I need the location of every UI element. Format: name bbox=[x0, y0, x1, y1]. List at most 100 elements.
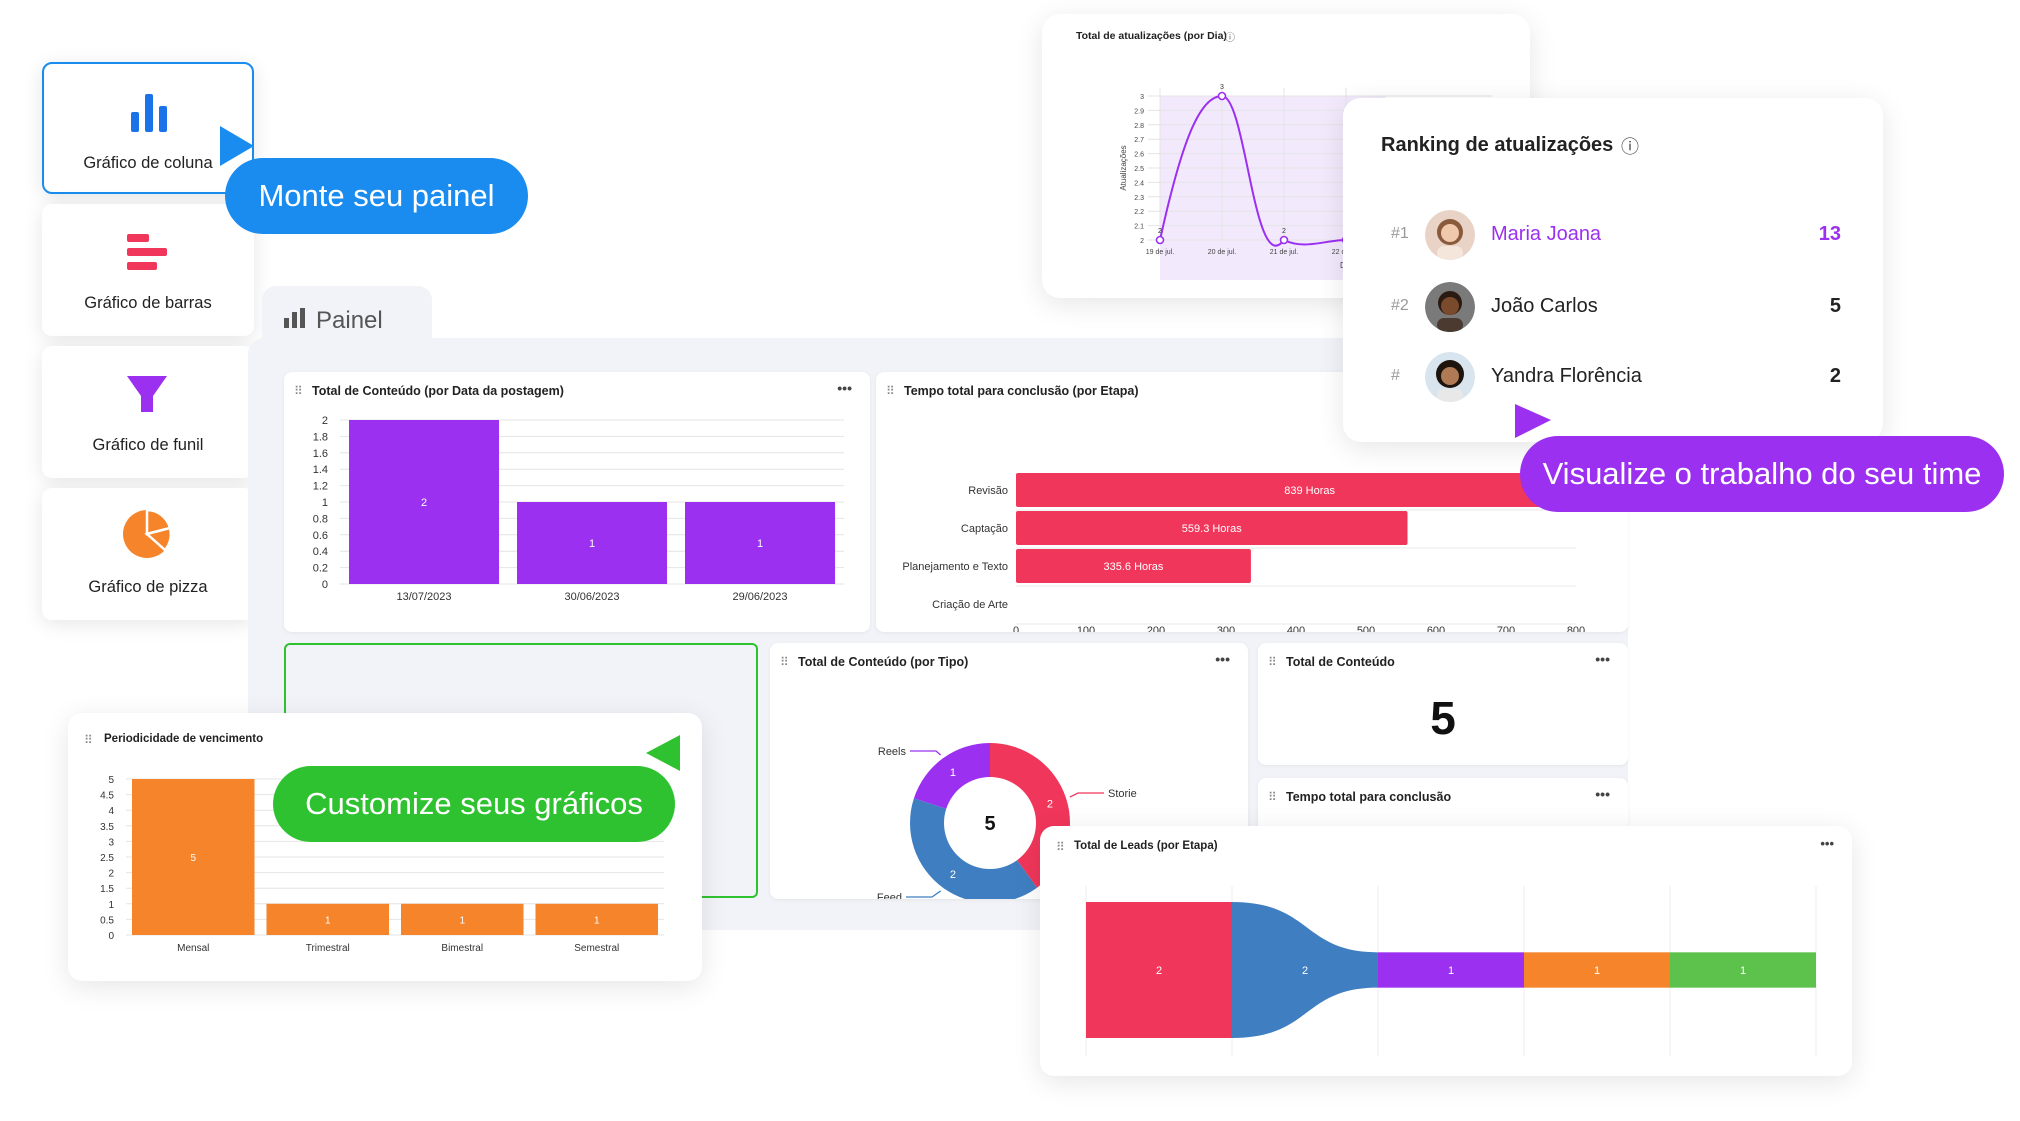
x-tick-label: 13/07/2023 bbox=[396, 591, 451, 603]
more-options-icon[interactable]: ••• bbox=[1215, 651, 1230, 667]
x-tick-label: 19 de jul. bbox=[1146, 249, 1174, 256]
y-tick-label: 2.5 bbox=[1134, 166, 1144, 173]
drag-handle-icon[interactable]: ⠿ bbox=[886, 384, 895, 398]
card-periodicidade[interactable]: ⠿ Periodicidade de vencimento 0 0.5 1 1.5 2 2… bbox=[68, 713, 702, 981]
drag-handle-icon[interactable]: ⠿ bbox=[780, 655, 789, 669]
y-tick-label: 2.4 bbox=[1134, 180, 1144, 187]
drag-handle-icon[interactable]: ⠿ bbox=[84, 733, 93, 747]
drag-handle-icon[interactable]: ⠿ bbox=[294, 384, 303, 398]
bar-data-label: 1 bbox=[594, 915, 600, 926]
rank-name: Yandra Florência bbox=[1491, 365, 1642, 387]
x-tick-label: 300 bbox=[1217, 625, 1235, 632]
chart-type-label: Gráfico de funil bbox=[92, 436, 204, 454]
ranking-row[interactable]: # Yandra Florência 2 bbox=[1391, 352, 1841, 402]
help-icon[interactable]: ⓘ bbox=[1621, 137, 1639, 157]
bar-data-label: 335.6 Horas bbox=[1103, 561, 1163, 573]
leader-line bbox=[910, 750, 942, 756]
more-options-icon[interactable]: ••• bbox=[837, 380, 852, 396]
drag-handle-icon[interactable]: ⠿ bbox=[1056, 840, 1065, 854]
bar bbox=[685, 502, 835, 584]
more-options-icon[interactable]: ••• bbox=[1595, 786, 1610, 802]
x-tick-label: 21 de jul. bbox=[1270, 249, 1298, 256]
bar bbox=[1016, 511, 1408, 545]
funnel-data-label: 1 bbox=[1594, 965, 1600, 977]
y-tick-label: 2.3 bbox=[1134, 195, 1144, 202]
bar-chart-small-icon bbox=[284, 308, 305, 328]
donut-center-label: 5 bbox=[984, 813, 995, 835]
horizontal-bar-chart: 0 100 200 300 400 500 600 700 800 Revisão 839 Hora… bbox=[902, 473, 1604, 632]
y-tick-label: 0.4 bbox=[313, 546, 328, 558]
chip-visualize-trabalho: Visualize o trabalho do seu time bbox=[1520, 436, 2004, 512]
funnel-segment bbox=[1378, 952, 1524, 988]
bar-data-label: 839 Horas bbox=[1284, 485, 1335, 497]
x-tick-label: 200 bbox=[1147, 625, 1165, 632]
funnel-chart: 2 2 1 1 1 bbox=[1085, 886, 1817, 1056]
panel-tab[interactable]: Painel bbox=[262, 286, 432, 342]
donut-slice bbox=[913, 743, 990, 809]
ranking-row[interactable]: #1 Maria Joana 13 bbox=[1391, 210, 1841, 260]
ranking-row[interactable]: #2 João Carlos 5 bbox=[1391, 282, 1841, 332]
funnel-segment bbox=[1232, 902, 1378, 1038]
x-tick-label: 29/06/2023 bbox=[732, 591, 787, 603]
rank-position: #2 bbox=[1391, 297, 1409, 314]
y-tick-label: 2.5 bbox=[100, 853, 114, 864]
chart-type-label: Gráfico de coluna bbox=[83, 154, 213, 172]
column-chart-icon bbox=[131, 94, 167, 132]
y-tick-label: Planejamento e Texto bbox=[902, 561, 1008, 573]
more-options-icon[interactable]: ••• bbox=[1820, 836, 1834, 851]
funnel-data-label: 1 bbox=[1448, 965, 1454, 977]
rank-position: #1 bbox=[1391, 225, 1409, 242]
card-ranking[interactable]: Ranking de atualizações ⓘ #1 Maria Joana… bbox=[1343, 98, 1883, 442]
funnel-data-label: 2 bbox=[1302, 965, 1308, 977]
y-tick-label: 3.5 bbox=[100, 822, 114, 833]
ranking-title: Ranking de atualizações bbox=[1381, 134, 1614, 156]
funnel-data-label: 1 bbox=[1740, 965, 1746, 977]
drag-handle-icon[interactable]: ⠿ bbox=[1268, 790, 1277, 804]
chart-type-column-card[interactable]: Gráfico de coluna bbox=[42, 62, 254, 194]
bar bbox=[1016, 549, 1251, 583]
chip-monte-seu-painel: Monte seu painel bbox=[225, 158, 528, 234]
chart-type-bar-card[interactable]: Gráfico de barras bbox=[42, 204, 254, 336]
column-chart: 0 0.2 0.4 0.6 0.8 1 1.2 1.4 1.6 1.8 2 2 13/07/2023 1 3… bbox=[313, 415, 844, 603]
y-tick-label: 2 bbox=[1140, 238, 1144, 245]
more-options-icon[interactable]: ••• bbox=[1595, 651, 1610, 667]
rank-name: Maria Joana bbox=[1491, 223, 1602, 245]
data-point bbox=[1217, 91, 1227, 101]
card-total-leads[interactable]: ⠿ Total de Leads (por Etapa) ••• 2 2 1 1 1 bbox=[1040, 826, 1852, 1076]
y-tick-label: 0 bbox=[108, 931, 114, 942]
slice-data-label: 2 bbox=[950, 869, 956, 881]
rank-count: 2 bbox=[1829, 365, 1841, 387]
bar bbox=[349, 420, 499, 584]
widget-title: Total de atualizações (por Dia) bbox=[1076, 30, 1227, 42]
widget-title: Total de Conteúdo bbox=[1286, 655, 1395, 669]
chart-type-pie-card[interactable]: Gráfico de pizza bbox=[42, 488, 254, 620]
data-point bbox=[1279, 235, 1289, 245]
widget-total-conteudo[interactable]: ⠿ Total de Conteúdo ••• 5 bbox=[1258, 643, 1628, 765]
avatar bbox=[1425, 352, 1475, 402]
y-axis-label: Atualizações bbox=[1119, 145, 1128, 190]
bar bbox=[132, 779, 255, 935]
column-chart: 0 0.5 1 1.5 2 2.5 3 3.5 4 4.5 5 5 Mensal 1 Trimestral 1… bbox=[100, 775, 664, 954]
y-tick-label: 2.6 bbox=[1134, 152, 1144, 159]
chart-type-funnel-card[interactable]: Gráfico de funil bbox=[42, 346, 254, 478]
slice-data-label: 1 bbox=[950, 767, 956, 779]
widget-total-conteudo-data[interactable]: ⠿ Total de Conteúdo (por Data da postage… bbox=[284, 372, 870, 632]
widget-title: Total de Leads (por Etapa) bbox=[1074, 840, 1218, 852]
funnel-chart-icon bbox=[127, 376, 167, 412]
y-tick-label: 0.5 bbox=[100, 915, 114, 926]
drag-handle-icon[interactable]: ⠿ bbox=[1268, 655, 1277, 669]
bar-data-label: 1 bbox=[459, 915, 465, 926]
x-tick-label: Mensal bbox=[177, 943, 209, 954]
slice-name-label: Feed bbox=[877, 892, 902, 899]
widget-title: Tempo total para conclusão (por Etapa) bbox=[904, 384, 1139, 398]
y-tick-label: 1.8 bbox=[313, 431, 328, 443]
bar bbox=[535, 903, 658, 935]
widget-title: Total de Conteúdo (por Tipo) bbox=[798, 655, 969, 669]
bar bbox=[401, 903, 524, 935]
bar bbox=[1016, 473, 1604, 507]
leader-line bbox=[906, 890, 941, 898]
y-tick-label: 5 bbox=[108, 775, 114, 786]
bar-data-label: 1 bbox=[325, 915, 331, 926]
x-tick-label: Semestral bbox=[574, 943, 619, 954]
help-icon[interactable]: ⓘ bbox=[1225, 33, 1235, 44]
